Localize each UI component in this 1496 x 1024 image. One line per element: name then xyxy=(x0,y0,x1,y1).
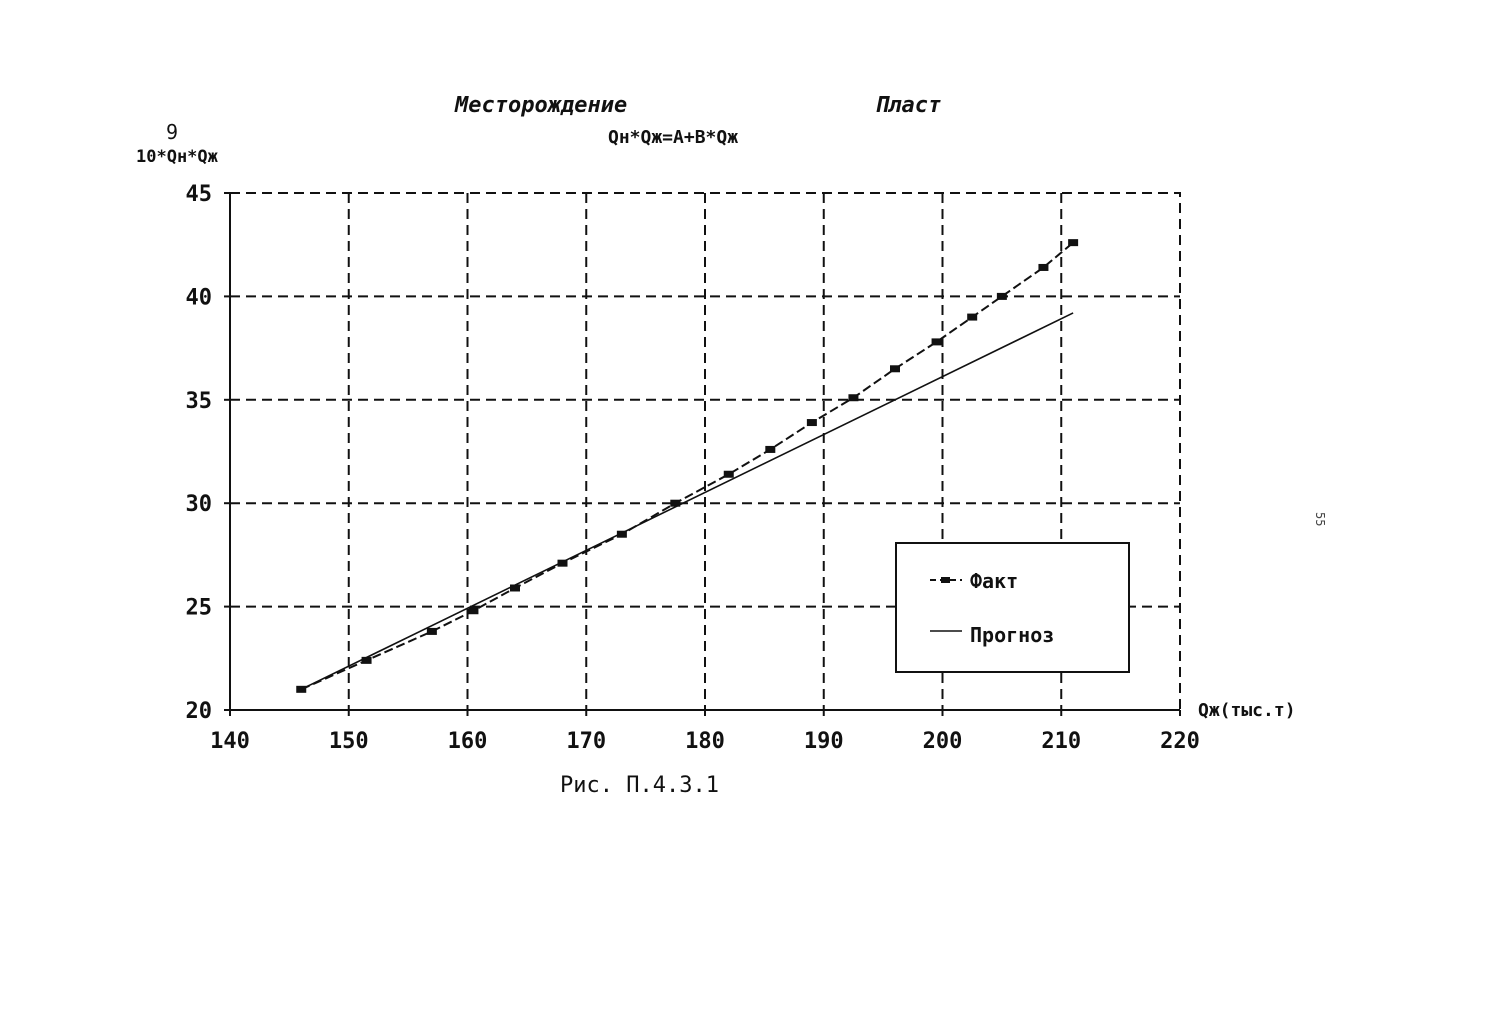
y-tick-label: 30 xyxy=(186,492,213,517)
legend-forecast-label: Прогноз xyxy=(970,623,1054,647)
x-tick-label: 210 xyxy=(1041,729,1081,754)
x-tick-labels: 140 150 160 170 180 190 200 210 220 xyxy=(210,710,1200,754)
x-axis-label: Qж(тыс.т) xyxy=(1198,700,1296,721)
data-point xyxy=(361,656,372,664)
page-number: 55 xyxy=(1313,512,1327,526)
x-tick-label: 140 xyxy=(210,729,250,754)
y-axis-label: 10*Qн*Qж xyxy=(136,147,219,167)
x-tick-label: 190 xyxy=(804,729,844,754)
data-point xyxy=(616,530,627,538)
x-tick-label: 180 xyxy=(685,729,725,754)
data-point xyxy=(426,627,437,635)
data-point xyxy=(765,445,776,453)
data-point xyxy=(468,607,479,615)
legend: Факт Прогноз xyxy=(895,542,1130,673)
layer-label: Пласт xyxy=(875,93,941,118)
y-tick-label: 40 xyxy=(186,285,213,310)
plot-area: 140 150 160 170 180 190 200 210 220 20 25 30 35 40 45 xyxy=(186,182,1200,754)
x-tick-label: 220 xyxy=(1160,729,1200,754)
field-label: Месторождение xyxy=(454,93,627,118)
y-axis-exponent: 9 xyxy=(166,120,178,144)
x-tick-label: 150 xyxy=(329,729,369,754)
x-tick-label: 160 xyxy=(448,729,488,754)
data-point xyxy=(723,470,734,478)
y-tick-label: 25 xyxy=(186,596,213,621)
data-point xyxy=(967,313,978,321)
data-point xyxy=(557,559,568,567)
data-point xyxy=(1068,239,1079,247)
legend-fact-label: Факт xyxy=(970,569,1018,593)
x-tick-label: 200 xyxy=(923,729,963,754)
figure-caption: Рис. П.4.3.1 xyxy=(560,773,719,798)
data-point xyxy=(848,394,859,402)
data-point xyxy=(806,419,817,427)
legend-fact-marker xyxy=(941,577,950,583)
y-tick-label: 20 xyxy=(186,699,213,724)
data-point xyxy=(996,292,1007,300)
data-point xyxy=(1038,263,1049,271)
y-tick-label: 45 xyxy=(186,182,213,207)
y-tick-label: 35 xyxy=(186,389,213,414)
data-point xyxy=(931,338,942,346)
x-tick-label: 170 xyxy=(566,729,606,754)
legend-box xyxy=(895,542,1130,673)
chart-equation: Qн*Qж=A+B*Qж xyxy=(608,127,738,148)
y-tick-labels: 20 25 30 35 40 45 xyxy=(186,182,230,724)
series-line-1 xyxy=(300,312,1074,691)
data-point xyxy=(890,365,900,373)
data-point xyxy=(670,499,681,507)
data-point xyxy=(510,584,520,592)
series-layer xyxy=(296,239,1079,693)
